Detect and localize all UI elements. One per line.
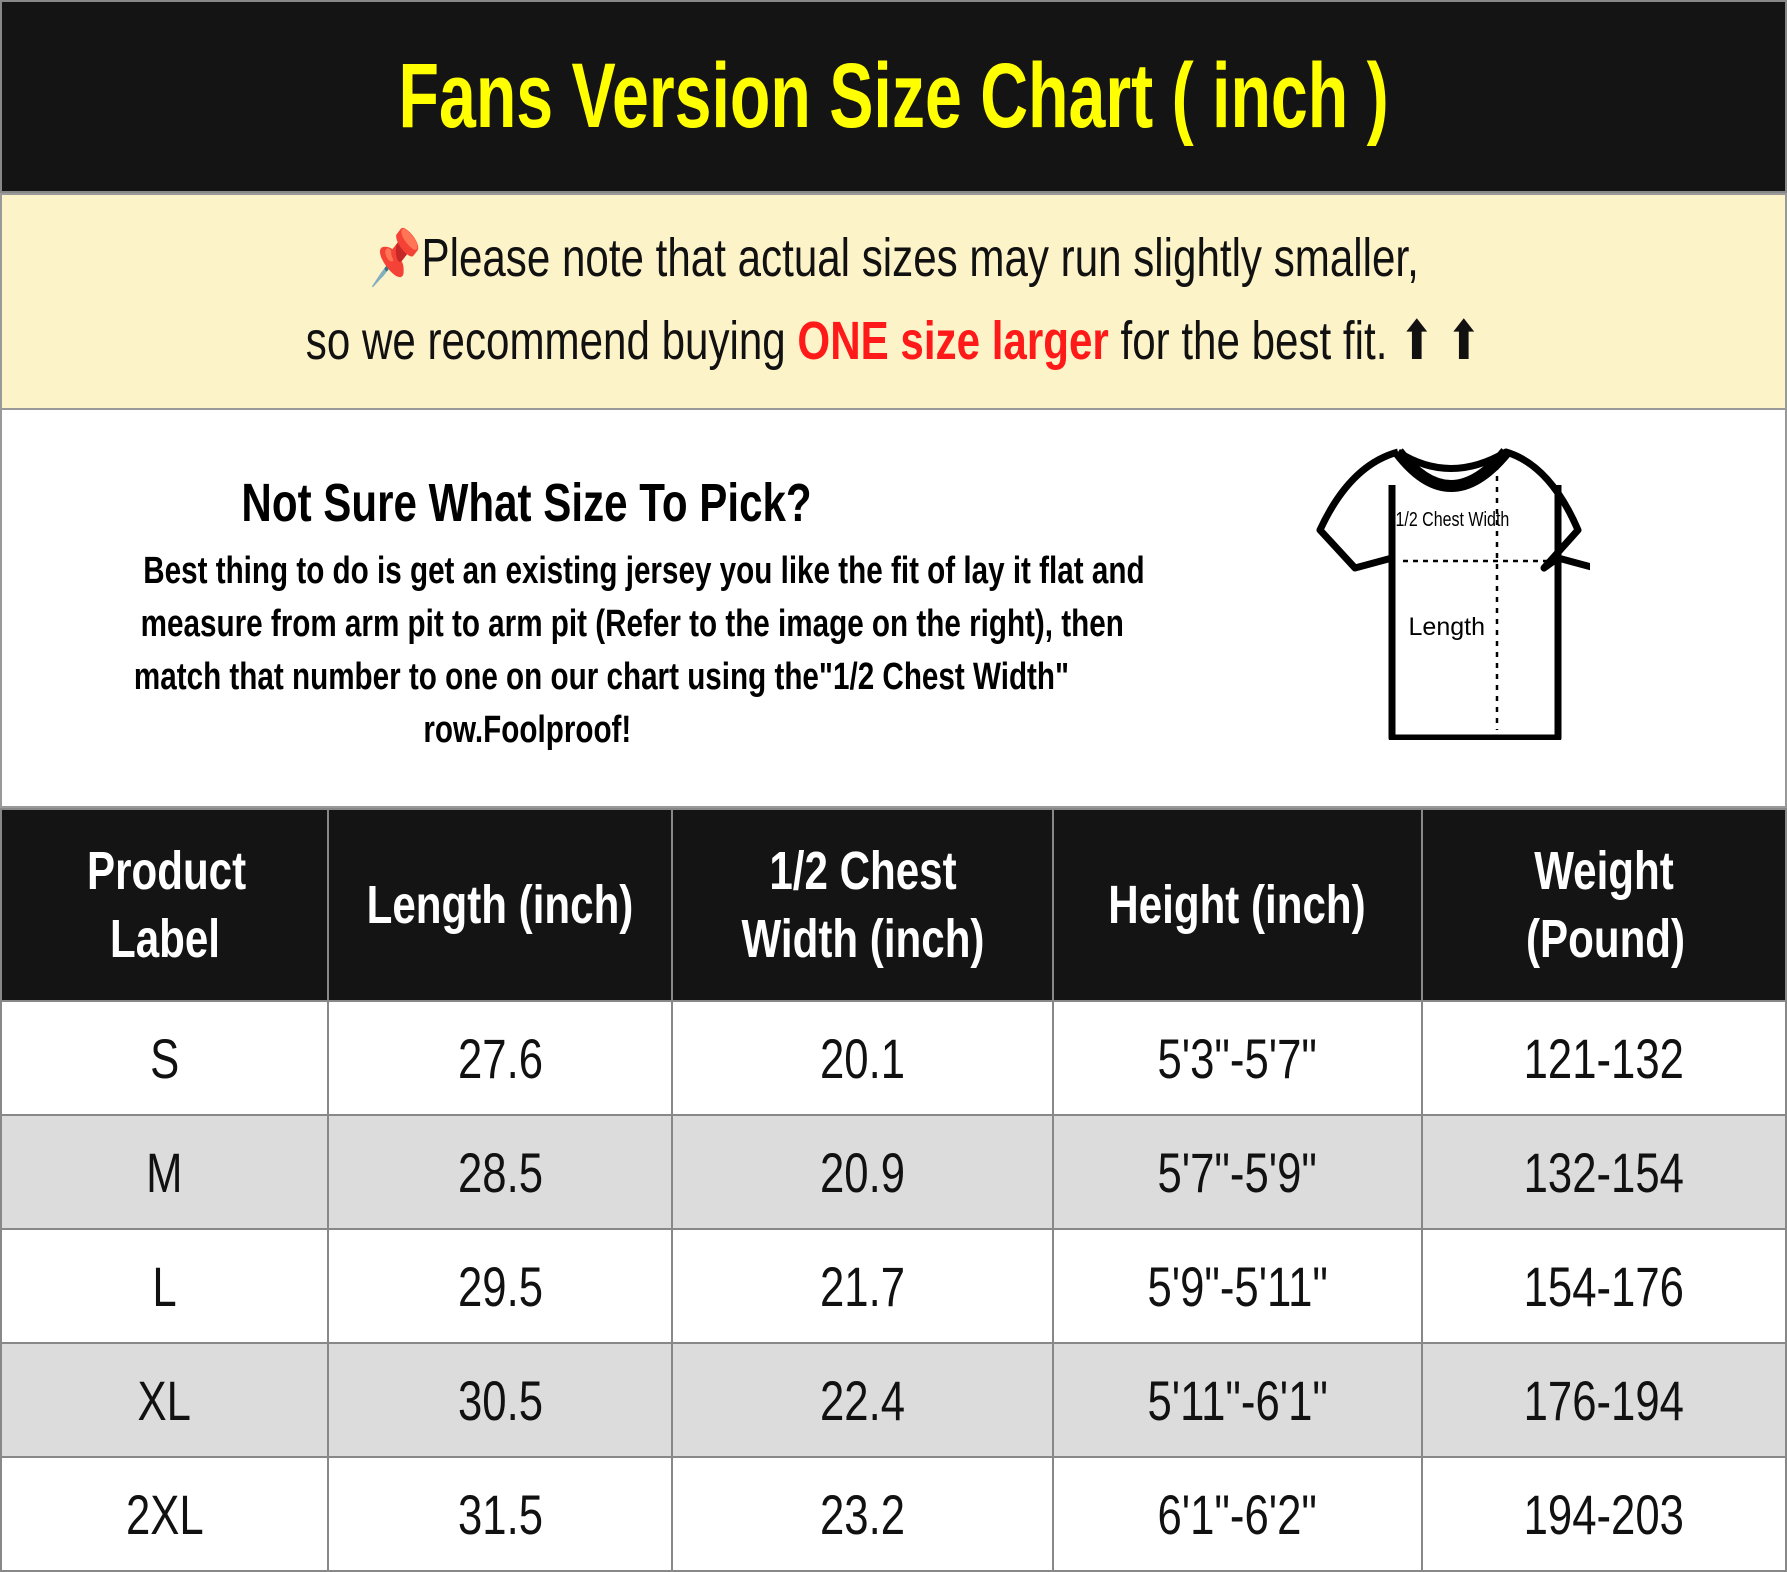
size-note: 📌Please note that actual sizes may run s… — [0, 193, 1787, 410]
col-header: Height (inch) — [1052, 808, 1423, 1002]
title-banner: Fans Version Size Chart ( inch ) — [0, 0, 1787, 193]
guide-line: match that number to one on our chart us… — [133, 656, 1070, 698]
col-header: Length (inch) — [327, 808, 674, 1002]
page-title: Fans Version Size Chart ( inch ) — [398, 45, 1389, 147]
size-table: Product Label Length (inch) 1/2 Chest Wi… — [0, 808, 1787, 1572]
tshirt-diagram-icon: 1/2 Chest Width Length — [1316, 448, 1590, 740]
table-row: 2XL 31.5 23.2 6'1"-6'2" 194-203 — [0, 1456, 1787, 1572]
pushpin-icon: 📌 — [368, 228, 422, 288]
chest-width-label: 1/2 Chest Width — [1395, 508, 1509, 530]
col-header: 1/2 Chest Width (inch) — [671, 808, 1055, 1002]
guide-line: row.Foolproof! — [423, 709, 631, 751]
note-highlight: ONE size larger — [797, 311, 1109, 371]
guide-heading: Not Sure What Size To Pick? — [241, 473, 813, 533]
guide-line: measure from arm pit to arm pit (Refer t… — [140, 603, 1124, 645]
table-row: M 28.5 20.9 5'7"-5'9" 132-154 — [0, 1114, 1787, 1230]
sizing-guide: Not Sure What Size To Pick? Best thing t… — [0, 410, 1787, 808]
table-row: S 27.6 20.1 5'3"-5'7" 121-132 — [0, 1000, 1787, 1116]
note-line-1: Please note that actual sizes may run sl… — [421, 228, 1419, 288]
col-header: Weight (Pound) — [1420, 808, 1787, 1002]
col-header: Product Label — [0, 808, 330, 1002]
table-row: L 29.5 21.7 5'9"-5'11" 154-176 — [0, 1228, 1787, 1344]
table-header-row: Product Label Length (inch) 1/2 Chest Wi… — [0, 808, 1787, 1002]
note-line-2-pre: so we recommend buying — [305, 311, 798, 371]
table-row: XL 30.5 22.4 5'11"-6'1" 176-194 — [0, 1342, 1787, 1458]
length-label: Length — [1409, 613, 1485, 641]
note-line-2-post: for the best fit. ⬆ ⬆ — [1108, 311, 1482, 371]
guide-line: Best thing to do is get an existing jers… — [143, 550, 1145, 592]
